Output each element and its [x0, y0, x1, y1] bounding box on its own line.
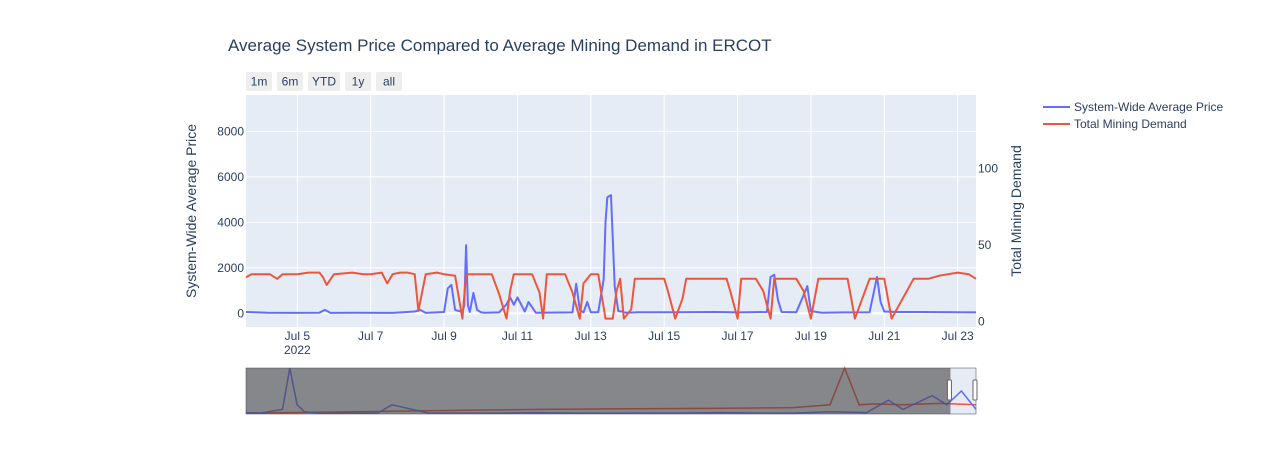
y-left-tick-label: 2000: [217, 261, 244, 275]
y-left-tick-label: 4000: [217, 215, 244, 229]
range-button-label: all: [383, 75, 395, 89]
x-tick-label: Jul 9: [431, 329, 457, 343]
range-slider[interactable]: [245, 365, 978, 415]
y-right-axis-title: Total Mining Demand: [1008, 145, 1024, 277]
legend-label: Total Mining Demand: [1074, 117, 1187, 131]
range-button-label: 6m: [282, 75, 299, 89]
x-tick-label: Jul 7: [358, 329, 384, 343]
range-button-1y[interactable]: 1y: [345, 72, 371, 91]
range-button-all[interactable]: all: [376, 72, 402, 91]
y-left-axis-title: System-Wide Average Price: [183, 124, 199, 298]
range-button-label: 1m: [251, 75, 268, 89]
legend-item[interactable]: Total Mining Demand: [1043, 117, 1187, 131]
x-tick-label: Jul 13: [575, 329, 607, 343]
x-tick-label: Jul 15: [648, 329, 680, 343]
range-button-label: 1y: [352, 75, 365, 89]
y-left-tick-label: 0: [237, 306, 244, 320]
x-tick-label: Jul 19: [795, 329, 827, 343]
range-slider-left-handle[interactable]: [946, 379, 952, 401]
x-tick-label: Jul 11: [502, 329, 533, 343]
x-tick-label: Jul 5: [285, 329, 311, 343]
x-tick-year-label: 2022: [284, 343, 311, 357]
y-left-tick-label: 6000: [217, 170, 244, 184]
range-button-ytd[interactable]: YTD: [308, 72, 340, 91]
y-right-tick-label: 0: [978, 315, 985, 329]
demand-series-line[interactable]: [245, 271, 977, 320]
range-button-label: YTD: [312, 75, 336, 89]
y-right-tick-label: 50: [978, 238, 992, 252]
legend-label: System-Wide Average Price: [1074, 100, 1223, 114]
range-button-1m[interactable]: 1m: [246, 72, 272, 91]
chart-title: Average System Price Compared to Average…: [228, 36, 772, 55]
range-slider-mask: [246, 368, 951, 414]
range-selector: 1m 6m YTD 1y all: [246, 72, 402, 91]
range-slider-right-handle[interactable]: [972, 379, 978, 401]
legend-item[interactable]: System-Wide Average Price: [1043, 100, 1223, 114]
y-left-tick-label: 8000: [217, 124, 244, 138]
price-series-line[interactable]: [245, 194, 977, 314]
x-tick-label: Jul 21: [868, 329, 900, 343]
legend: System-Wide Average Price Total Mining De…: [1043, 100, 1223, 131]
y-right-tick-label: 100: [978, 162, 998, 176]
range-button-6m[interactable]: 6m: [277, 72, 303, 91]
x-tick-label: Jul 23: [942, 329, 974, 343]
x-tick-label: Jul 17: [722, 329, 754, 343]
